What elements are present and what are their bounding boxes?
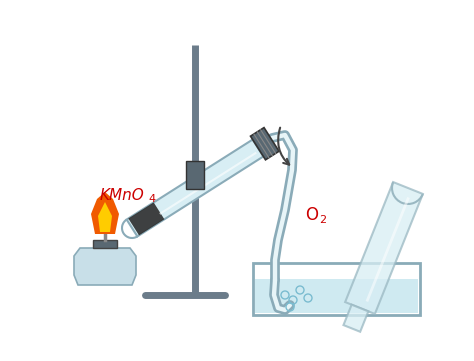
Text: O: O (305, 206, 318, 224)
Bar (186, 161, 204, 189)
Polygon shape (74, 248, 136, 285)
Polygon shape (128, 203, 164, 235)
Text: KMnO: KMnO (100, 187, 145, 203)
Bar (93, 240, 117, 248)
Polygon shape (91, 192, 119, 234)
Polygon shape (127, 140, 264, 236)
Text: 2: 2 (319, 215, 326, 225)
Bar (253, 263, 420, 315)
Polygon shape (250, 127, 279, 160)
Bar (255, 279, 418, 313)
Text: 4: 4 (148, 194, 155, 204)
Polygon shape (344, 305, 368, 332)
Polygon shape (345, 182, 423, 314)
Polygon shape (98, 202, 112, 232)
